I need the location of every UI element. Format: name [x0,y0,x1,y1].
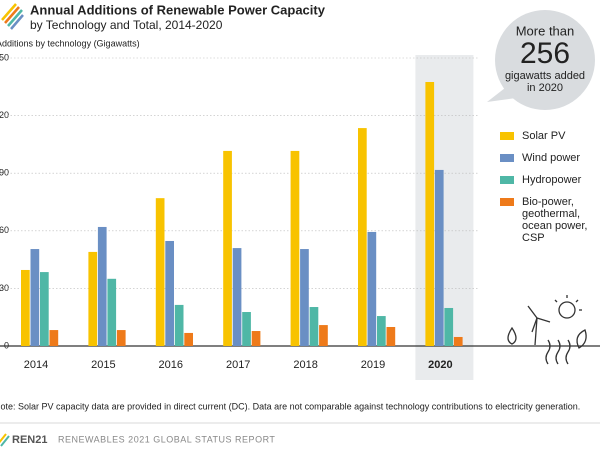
bar [300,249,309,346]
bar [30,249,40,346]
callout-text: in 2020 [527,82,563,94]
bar [377,316,386,346]
x-tick-label: 2020 [428,359,452,371]
bar [40,272,49,346]
chart-title: Annual Additions of Renewable Power Capa… [30,2,326,17]
footer-logo [0,433,10,447]
y-tick-label: 120 [0,110,9,120]
x-tick-label: 2014 [24,359,48,371]
bar [232,248,242,346]
bar [367,231,377,346]
legend-swatch [500,132,514,140]
bar [434,169,444,346]
bar [251,331,261,346]
bar [358,128,367,346]
bar [386,326,396,346]
bar [309,307,319,346]
x-tick-label: 2018 [293,359,317,371]
bar [290,150,300,346]
legend-label: Wind power [522,152,581,164]
bar [49,330,59,346]
bar [444,307,454,346]
callout-text: gigawatts added [505,70,585,82]
legend-swatch [500,176,514,184]
footer-report: RENEWABLES 2021 GLOBAL STATUS REPORT [58,434,275,444]
legend-label: Solar PV [522,130,566,142]
callout [487,10,595,110]
y-tick-label: 90 [0,168,9,178]
y-axis-label: Additions by technology (Gigawatts) [0,38,140,48]
bar [242,312,251,346]
footer-brand: REN21 [12,434,47,446]
bar [107,278,117,346]
bar [425,82,435,346]
bar [174,304,184,346]
x-tick-label: 2015 [91,359,115,371]
y-tick-label: 0 [4,340,9,350]
x-tick-label: 2016 [159,359,183,371]
note: Note: Solar PV capacity data are provide… [0,401,580,411]
bar [116,330,126,346]
bar [165,240,174,346]
bar [223,150,232,346]
logo [1,3,24,30]
icons [507,295,587,365]
legend-swatch [500,154,514,162]
bar [97,226,107,346]
x-tick-label: 2019 [361,359,385,371]
bar [184,332,193,346]
bar [453,336,463,346]
legend-swatch [500,198,514,206]
legend-label: Hydropower [522,174,582,186]
bar [88,251,98,346]
bar [155,198,165,346]
legend-label: Bio-power, geothermal, ocean power, CSP [522,196,588,244]
bar [319,325,328,346]
bar [21,269,30,346]
y-tick-label: 60 [0,225,9,235]
x-tick-label: 2017 [226,359,250,371]
chart-subtitle: by Technology and Total, 2014-2020 [30,18,223,32]
y-tick-label: 30 [0,283,9,293]
callout-text: More than [516,23,575,38]
y-tick-label: 150 [0,52,9,62]
callout-number: 256 [520,37,570,70]
